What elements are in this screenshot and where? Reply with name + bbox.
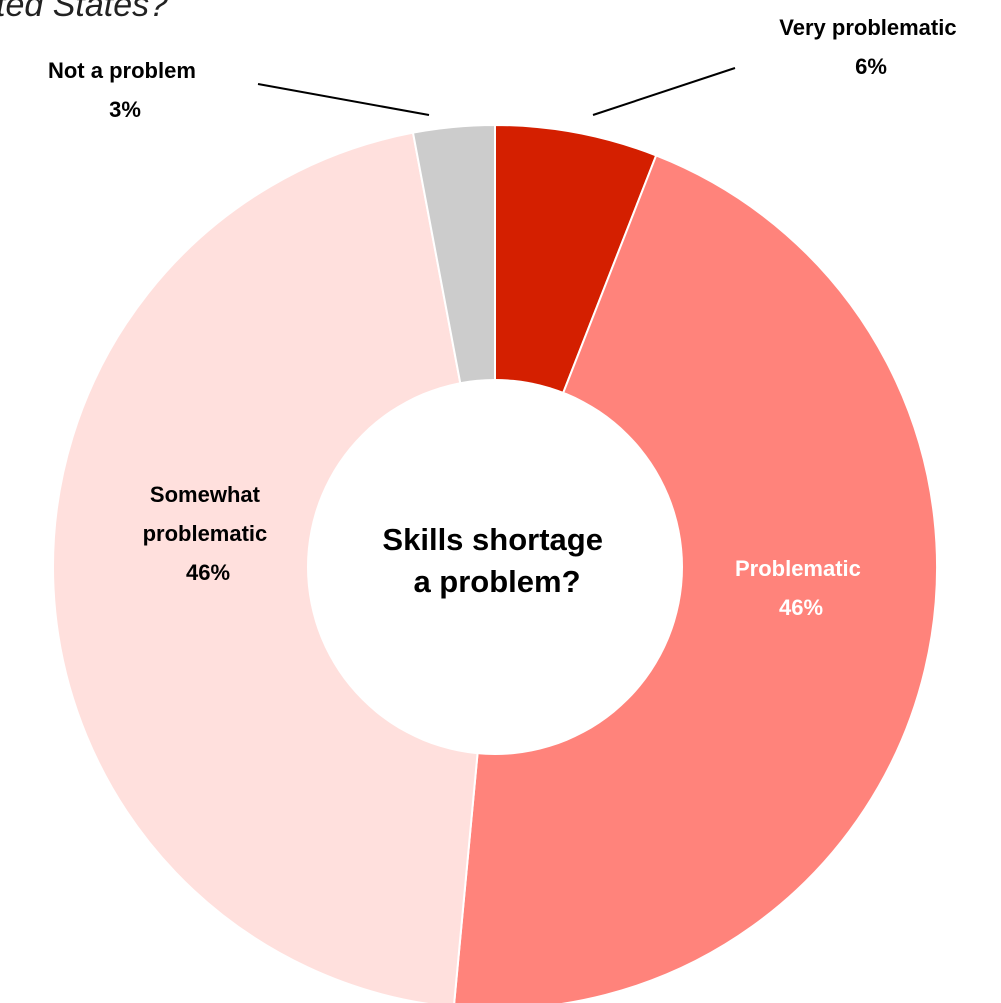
chart-title-fragment: ted States? — [0, 0, 168, 24]
slice-somewhat-problematic — [52, 131, 497, 1003]
slice-label-value: 46% — [186, 560, 230, 585]
slice-label-value: 46% — [779, 595, 823, 620]
slice-label-value: 3% — [109, 97, 141, 122]
donut-hole — [307, 379, 683, 755]
center-label: Skills shortage a problem? — [382, 522, 611, 599]
slice-label-name: Very problematic — [779, 15, 956, 40]
slice-labels: Very problematic 6% Problematic 46% Some… — [48, 15, 962, 620]
leader-lines — [257, 67, 736, 116]
slice-label-name: Not a problem — [48, 58, 196, 83]
slice-label-name-line-2: problematic — [143, 521, 268, 546]
slice-label-value: 6% — [855, 54, 887, 79]
slice-label-somewhat-problematic: Somewhat problematic 46% — [143, 482, 274, 585]
slice-label-problematic: Problematic 46% — [735, 556, 867, 620]
leader-line-very-problematic — [592, 67, 736, 116]
slice-label-name: Problematic — [735, 556, 861, 581]
slice-label-not-a-problem: Not a problem 3% — [48, 58, 202, 122]
donut-slices — [52, 123, 938, 1003]
leader-line-not-a-problem — [257, 83, 430, 116]
center-label-line-1: Skills shortage — [382, 522, 603, 557]
slice-problematic — [453, 154, 938, 1003]
center-label-line-2: a problem? — [413, 564, 580, 599]
slice-label-name-line-1: Somewhat — [150, 482, 261, 507]
slice-label-very-problematic: Very problematic 6% — [779, 15, 962, 79]
